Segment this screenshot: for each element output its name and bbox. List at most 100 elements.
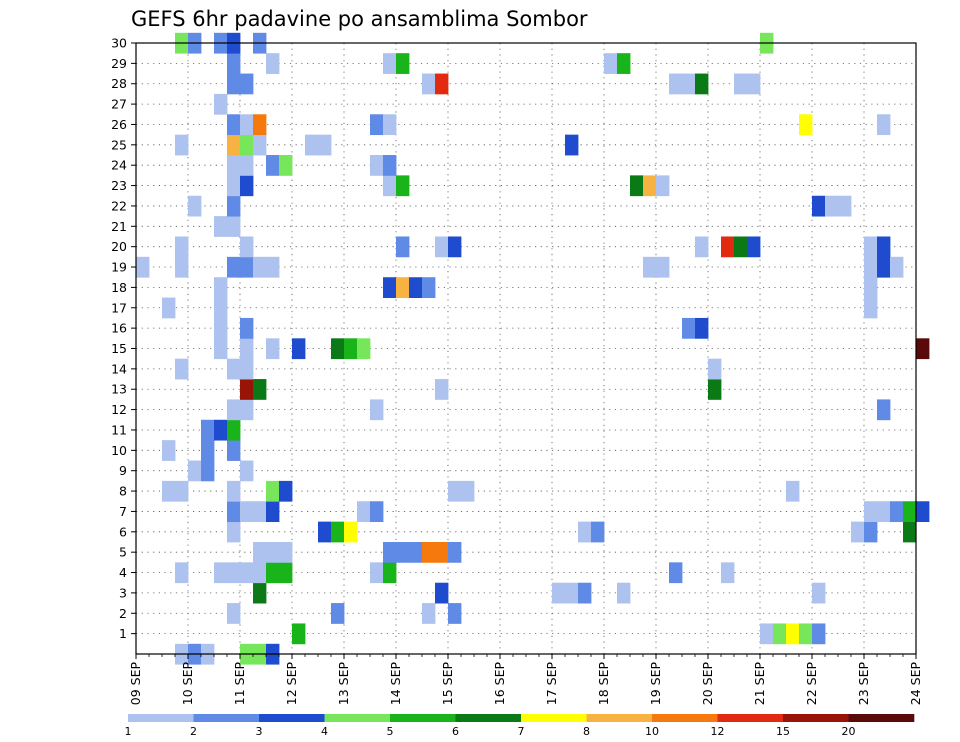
- heatmap-cell: [253, 501, 267, 523]
- heatmap-cell: [578, 521, 592, 543]
- y-tick-label: 4: [119, 565, 127, 580]
- heatmap-cell: [448, 541, 462, 563]
- y-tick-label: 19: [111, 260, 127, 275]
- heatmap-cell: [877, 256, 891, 278]
- heatmap-cell: [162, 440, 176, 461]
- heatmap-cell: [877, 399, 891, 421]
- y-tick-label: 14: [111, 361, 127, 376]
- heatmap-cell: [422, 277, 436, 298]
- heatmap-cell: [799, 623, 813, 645]
- heatmap-cell: [877, 114, 891, 136]
- colorbar-swatch: [848, 714, 915, 722]
- heatmap-cell: [409, 541, 423, 563]
- heatmap-cell: [266, 53, 280, 74]
- heatmap-cell: [370, 562, 384, 584]
- heatmap-cell: [279, 155, 293, 176]
- y-tick-label: 26: [111, 117, 127, 132]
- x-tick-label: 19 SEP: [648, 662, 663, 706]
- heatmap-cell: [136, 256, 150, 278]
- heatmap-cell: [227, 155, 241, 176]
- heatmap-cell: [175, 134, 189, 156]
- y-tick-label: 2: [119, 606, 127, 621]
- heatmap-cell: [162, 297, 176, 319]
- heatmap-cell: [396, 541, 410, 563]
- heatmap-cell: [786, 623, 800, 645]
- heatmap-cell: [227, 358, 241, 380]
- y-tick-label: 29: [111, 56, 127, 71]
- heatmap-cell: [240, 134, 254, 156]
- heatmap-cell: [227, 521, 241, 543]
- heatmap-cell: [253, 562, 267, 584]
- heatmap-cell: [617, 582, 631, 604]
- colorbar-label: 10: [645, 725, 659, 738]
- colorbar-label: 12: [711, 725, 725, 738]
- heatmap-cell: [656, 256, 670, 278]
- heatmap-cell: [396, 53, 410, 74]
- heatmap-cell: [383, 114, 397, 136]
- x-tick-label: 16 SEP: [492, 662, 507, 706]
- heatmap-cell: [279, 480, 293, 502]
- x-tick-label: 24 SEP: [908, 662, 923, 706]
- heatmap-cell: [448, 480, 462, 502]
- heatmap-cell: [266, 501, 280, 523]
- y-tick-label: 30: [111, 36, 127, 51]
- heatmap-cell: [448, 603, 462, 624]
- heatmap-cell: [240, 358, 254, 380]
- heatmap-cell: [240, 379, 254, 400]
- heatmap-cell: [331, 603, 345, 624]
- heatmap-cell: [383, 53, 397, 74]
- y-tick-label: 28: [111, 76, 127, 91]
- colorbar-swatch: [586, 714, 653, 722]
- heatmap-cell: [253, 379, 267, 400]
- heatmap-cell: [357, 338, 371, 360]
- heatmap-cell: [266, 480, 280, 502]
- heatmap-cell: [669, 73, 683, 95]
- y-tick-label: 5: [119, 545, 127, 560]
- y-tick-label: 25: [111, 137, 127, 152]
- y-tick-label: 7: [119, 504, 127, 519]
- heatmap-cell: [734, 236, 748, 258]
- heatmap-cell: [240, 155, 254, 176]
- colorbar-label: 7: [518, 725, 525, 738]
- heatmap-cell: [877, 501, 891, 523]
- heatmap-cell: [175, 480, 189, 502]
- colorbar-swatch: [128, 714, 194, 722]
- heatmap-cell: [916, 501, 930, 523]
- heatmap-cell: [253, 256, 267, 278]
- colorbar-legend: 1 2 3 4 5 6 7 8 10 12 15 20: [125, 714, 915, 738]
- heatmap-cell: [266, 541, 280, 563]
- colorbar-swatch: [652, 714, 718, 722]
- heatmap-cell: [227, 399, 241, 421]
- heatmap-cell: [682, 73, 696, 95]
- heatmap-cell: [240, 399, 254, 421]
- colorbar-swatch: [193, 714, 260, 722]
- colorbar-label: 5: [387, 725, 394, 738]
- y-tick-label: 20: [111, 239, 127, 254]
- heatmap-cell: [240, 338, 254, 360]
- colorbar-swatch: [717, 714, 784, 722]
- y-tick-label: 18: [111, 280, 127, 295]
- x-tick-label: 17 SEP: [544, 662, 559, 706]
- heatmap-cell: [578, 582, 592, 604]
- heatmap-cell: [279, 562, 293, 584]
- heatmap-cell: [227, 53, 241, 74]
- y-tick-label: 9: [119, 463, 127, 478]
- heatmap-cell: [435, 73, 449, 95]
- heatmap-cell: [292, 623, 306, 645]
- heatmap-cell: [383, 562, 397, 584]
- heatmap-cell: [617, 53, 631, 74]
- heatmap-cell: [864, 297, 878, 319]
- heatmap-cell: [591, 521, 605, 543]
- heatmap-cell: [383, 175, 397, 197]
- heatmap-cell: [812, 582, 826, 604]
- heatmap-cell: [227, 216, 241, 237]
- chart-title: GEFS 6hr padavine po ansamblima Sombor: [131, 7, 588, 31]
- heatmap-cell: [227, 114, 241, 136]
- heatmap-cell: [643, 256, 657, 278]
- heatmap-cell: [370, 399, 384, 421]
- heatmap-cell: [825, 195, 839, 217]
- heatmap-cell: [812, 195, 826, 217]
- heatmap-cell: [370, 114, 384, 136]
- colorbar-swatch: [324, 714, 391, 722]
- heatmap-cell: [279, 541, 293, 563]
